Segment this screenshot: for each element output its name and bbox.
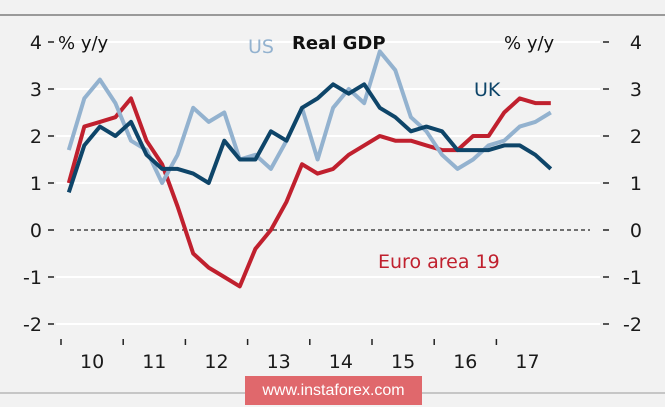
x-tick-label: 12 (204, 351, 228, 373)
y-tick-label: 2 (630, 126, 642, 148)
y-tick-label: 0 (630, 220, 642, 242)
label-euro-area: Euro area 19 (378, 251, 500, 273)
y-tick-label: 0 (30, 220, 42, 242)
series-line-us (66, 49, 552, 185)
gridlines (56, 41, 600, 325)
series-line-uk (66, 82, 553, 194)
y-tick-label: -1 (23, 267, 42, 289)
y-unit-label-right: % y/y (504, 33, 555, 54)
y-tick-label: 2 (30, 126, 42, 148)
y-tick-label: 3 (30, 79, 42, 101)
chart-title: Real GDP (292, 33, 386, 54)
y-tick-label: 1 (630, 173, 642, 195)
y-axis-left: 4 3 2 1 0 -1 -2 (23, 32, 54, 336)
label-uk: UK (474, 79, 501, 101)
x-tick-label: 10 (80, 351, 104, 373)
y-tick-label: 4 (630, 32, 642, 54)
y-tick-label: -2 (623, 314, 642, 336)
y-tick-label: 3 (630, 79, 642, 101)
y-tick-label: 1 (30, 173, 42, 195)
series-lines (66, 49, 553, 289)
y-axis-right: 4 3 2 1 0 -1 -2 (603, 32, 642, 336)
y-tick-label: -2 (23, 314, 42, 336)
x-tick-label: 13 (267, 351, 291, 373)
watermark: www.instaforex.com (245, 376, 422, 405)
y-unit-label-left: % y/y (58, 33, 109, 54)
label-us: US (248, 36, 274, 58)
x-axis: 10 11 12 13 14 15 16 17 (60, 339, 540, 373)
x-tick-label: 11 (142, 351, 166, 373)
y-tick-label: 4 (30, 32, 42, 54)
y-tick-label: -1 (623, 267, 642, 289)
series-line-euro-area-19 (66, 96, 551, 289)
x-tick-label: 16 (453, 351, 477, 373)
x-tick-label: 14 (329, 351, 353, 373)
x-tick-label: 17 (515, 351, 539, 373)
x-tick-label: 15 (391, 351, 415, 373)
